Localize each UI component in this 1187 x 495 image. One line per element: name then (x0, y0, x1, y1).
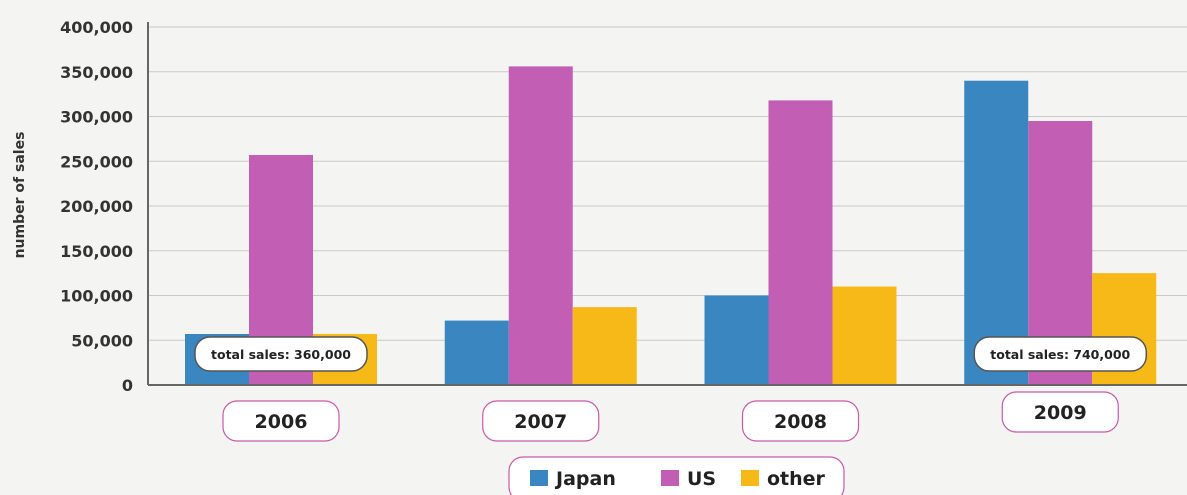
y-tick-label: 50,000 (71, 331, 133, 350)
bar-other-2008 (832, 286, 897, 385)
legend: Japan US other (508, 456, 845, 495)
x-axis-category-labels: 2006 2007 2008 2009 (222, 391, 1119, 442)
annotations: total sales: 360,000 total sales: 740,000 (194, 336, 1147, 372)
y-tick-label: 300,000 (60, 108, 133, 127)
bar-us-2007 (508, 66, 573, 385)
legend-label-japan: Japan (554, 468, 616, 490)
legend-swatch-japan (530, 470, 548, 486)
legend-swatch-other (741, 470, 759, 486)
y-axis-ticks: 0 50,000 100,000 150,000 200,000 250,000 300,0… (60, 18, 133, 395)
callout-text: total sales: 740,000 (990, 347, 1130, 362)
category-label-box (482, 400, 600, 442)
bar-japan-2009 (964, 80, 1029, 385)
category-label-box (1001, 391, 1119, 433)
legend-label-other: other (767, 468, 826, 490)
y-tick-label: 100,000 (60, 287, 133, 306)
category-label-box (741, 400, 860, 442)
y-tick-label: 350,000 (60, 63, 133, 82)
bar-japan-2007 (444, 320, 509, 385)
category-label: 2009 (1034, 402, 1087, 424)
category-label-box (222, 400, 340, 442)
legend-swatch-us (661, 470, 679, 486)
legend-label-us: US (687, 468, 716, 490)
category-label: 2008 (774, 411, 827, 433)
callout-text: total sales: 360,000 (211, 347, 351, 362)
y-tick-label: 150,000 (60, 242, 133, 261)
callout-box (194, 336, 368, 372)
y-axis-label: number of sales (12, 132, 28, 259)
bar-us-2008 (768, 100, 833, 385)
y-tick-label: 0 (122, 376, 133, 395)
category-label: 2006 (255, 411, 308, 433)
grid-lines (148, 26, 1187, 341)
bar-other-2007 (572, 307, 637, 385)
y-tick-label: 400,000 (60, 18, 133, 37)
y-tick-label: 200,000 (60, 197, 133, 216)
callout-box (973, 336, 1147, 372)
y-tick-label: 250,000 (60, 152, 133, 171)
category-label: 2007 (514, 411, 567, 433)
bar-japan-2008 (704, 295, 769, 385)
